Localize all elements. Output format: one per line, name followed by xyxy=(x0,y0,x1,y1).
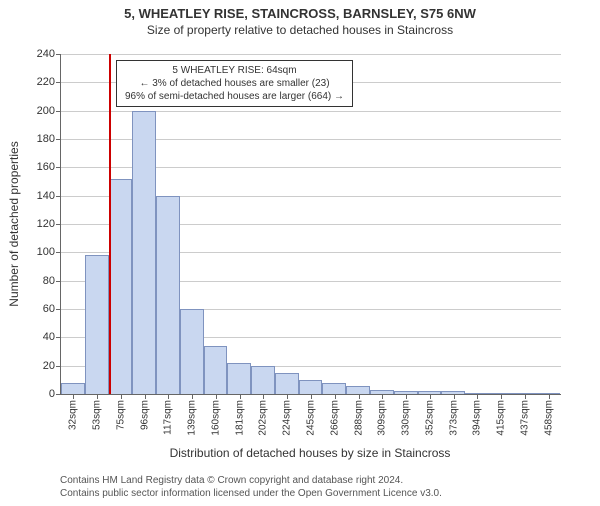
x-tick-label: 373sqm xyxy=(448,400,459,436)
histogram-bar xyxy=(299,380,323,394)
x-tick-label: 181sqm xyxy=(234,400,245,436)
x-tick-label: 309sqm xyxy=(377,400,388,436)
x-tick-label: 75sqm xyxy=(115,400,126,430)
footer-line-1: Contains HM Land Registry data © Crown c… xyxy=(60,474,442,487)
annotation-box: 5 WHEATLEY RISE: 64sqm ← 3% of detached … xyxy=(116,60,353,107)
y-tick-label: 80 xyxy=(43,275,55,287)
histogram-bar xyxy=(61,383,85,394)
x-tick-label: 96sqm xyxy=(139,400,150,430)
page-subtitle: Size of property relative to detached ho… xyxy=(0,23,600,37)
x-tick-label: 458sqm xyxy=(543,400,554,436)
histogram-bar xyxy=(251,366,275,394)
y-tick-label: 100 xyxy=(37,246,55,258)
histogram-bar xyxy=(156,196,180,394)
histogram-bar xyxy=(227,363,251,394)
y-tick-label: 140 xyxy=(37,190,55,202)
annotation-line-3: 96% of semi-detached houses are larger (… xyxy=(125,90,344,103)
y-tick-label: 180 xyxy=(37,133,55,145)
footer-line-2: Contains public sector information licen… xyxy=(60,487,442,500)
x-tick-label: 139sqm xyxy=(187,400,198,436)
x-tick-label: 160sqm xyxy=(210,400,221,436)
x-tick-label: 202sqm xyxy=(258,400,269,436)
x-tick-label: 53sqm xyxy=(92,400,103,430)
x-tick-label: 117sqm xyxy=(163,400,174,435)
y-tick-label: 20 xyxy=(43,360,55,372)
y-axis-label: Number of detached properties xyxy=(7,141,21,306)
gridline xyxy=(61,54,561,55)
histogram-bar xyxy=(180,309,204,394)
x-tick-label: 394sqm xyxy=(472,400,483,436)
histogram-bar xyxy=(85,255,109,394)
x-tick-label: 32sqm xyxy=(68,400,79,430)
histogram-bar xyxy=(132,111,156,394)
x-tick-label: 330sqm xyxy=(401,400,412,436)
y-tick-label: 0 xyxy=(49,388,55,400)
x-tick-label: 266sqm xyxy=(329,400,340,436)
y-tick-label: 240 xyxy=(37,48,55,60)
histogram-bar xyxy=(322,383,346,394)
x-tick-label: 224sqm xyxy=(282,400,293,436)
histogram-bar xyxy=(346,386,370,395)
x-axis-label: Distribution of detached houses by size … xyxy=(60,446,560,460)
histogram-bar xyxy=(275,373,299,394)
histogram-bar xyxy=(204,346,228,394)
footer-attribution: Contains HM Land Registry data © Crown c… xyxy=(60,474,442,500)
annotation-line-1: 5 WHEATLEY RISE: 64sqm xyxy=(125,64,344,77)
x-tick-label: 437sqm xyxy=(519,400,530,436)
marker-line xyxy=(109,54,111,394)
page-title: 5, WHEATLEY RISE, STAINCROSS, BARNSLEY, … xyxy=(0,6,600,21)
x-tick-label: 245sqm xyxy=(306,400,317,436)
y-tick-label: 40 xyxy=(43,331,55,343)
y-tick-label: 200 xyxy=(37,105,55,117)
y-tick-label: 220 xyxy=(37,76,55,88)
y-tick-label: 60 xyxy=(43,303,55,315)
y-tick-label: 160 xyxy=(37,161,55,173)
x-tick-label: 288sqm xyxy=(353,400,364,436)
x-tick-label: 415sqm xyxy=(496,400,507,436)
x-tick-label: 352sqm xyxy=(424,400,435,436)
y-tick-label: 120 xyxy=(37,218,55,230)
annotation-line-2: ← 3% of detached houses are smaller (23) xyxy=(125,77,344,90)
histogram-bar xyxy=(109,179,133,394)
